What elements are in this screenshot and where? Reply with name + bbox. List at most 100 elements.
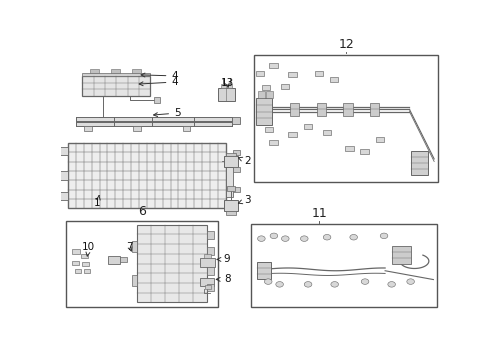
- Bar: [227, 84, 232, 88]
- Text: 5: 5: [153, 108, 181, 118]
- Text: 2: 2: [238, 156, 251, 166]
- Bar: [270, 140, 278, 145]
- Bar: [251, 224, 437, 307]
- Circle shape: [380, 233, 388, 239]
- Bar: [330, 77, 339, 82]
- Circle shape: [331, 282, 339, 287]
- Circle shape: [281, 236, 289, 242]
- Bar: [345, 146, 354, 151]
- Circle shape: [350, 234, 358, 240]
- Bar: [411, 151, 428, 175]
- Bar: [200, 278, 214, 286]
- Bar: [265, 127, 273, 132]
- Bar: [233, 167, 240, 172]
- Bar: [392, 246, 411, 264]
- Bar: [72, 249, 80, 254]
- Bar: [131, 275, 137, 286]
- Bar: [288, 132, 297, 137]
- Bar: [59, 171, 68, 180]
- Bar: [224, 199, 238, 211]
- Bar: [315, 71, 323, 76]
- Bar: [133, 126, 141, 131]
- Bar: [207, 247, 214, 255]
- Bar: [207, 284, 214, 291]
- Circle shape: [304, 282, 312, 287]
- Bar: [233, 150, 240, 156]
- Bar: [111, 69, 120, 73]
- Bar: [207, 231, 214, 239]
- Text: 4: 4: [139, 77, 178, 87]
- Bar: [290, 103, 299, 116]
- Bar: [200, 258, 215, 267]
- Bar: [207, 267, 214, 275]
- Bar: [370, 103, 379, 116]
- Circle shape: [276, 282, 283, 287]
- Circle shape: [258, 236, 265, 242]
- Circle shape: [388, 282, 395, 287]
- Bar: [226, 154, 233, 197]
- Bar: [224, 156, 238, 167]
- Bar: [262, 85, 270, 90]
- Bar: [232, 117, 240, 123]
- Bar: [227, 186, 235, 191]
- Bar: [205, 285, 211, 289]
- Bar: [322, 130, 331, 135]
- Bar: [81, 254, 88, 258]
- Bar: [90, 69, 99, 73]
- Bar: [76, 117, 232, 121]
- Bar: [267, 91, 273, 98]
- Bar: [68, 143, 226, 208]
- Circle shape: [323, 234, 331, 240]
- Bar: [84, 269, 90, 273]
- Bar: [281, 84, 289, 89]
- Bar: [361, 149, 369, 154]
- Text: 12: 12: [338, 38, 354, 51]
- Bar: [256, 72, 265, 76]
- Bar: [204, 255, 211, 258]
- Bar: [258, 91, 265, 98]
- Bar: [137, 225, 207, 302]
- Bar: [303, 124, 312, 129]
- Bar: [82, 76, 150, 96]
- Bar: [131, 242, 137, 252]
- Bar: [226, 153, 236, 156]
- Circle shape: [270, 233, 278, 239]
- Bar: [343, 103, 352, 116]
- Text: 3: 3: [238, 195, 251, 205]
- Bar: [218, 88, 235, 102]
- Bar: [82, 262, 89, 266]
- Text: 10: 10: [82, 243, 95, 256]
- Bar: [120, 257, 126, 262]
- Bar: [183, 126, 190, 131]
- Text: 4: 4: [141, 71, 178, 81]
- Bar: [82, 73, 150, 76]
- Bar: [256, 98, 272, 125]
- Circle shape: [300, 236, 308, 242]
- Bar: [270, 63, 278, 68]
- Bar: [131, 69, 141, 73]
- Text: 7: 7: [126, 242, 133, 252]
- Bar: [376, 136, 384, 141]
- Text: 11: 11: [312, 207, 327, 220]
- Circle shape: [407, 279, 415, 284]
- Bar: [221, 84, 226, 88]
- Text: 9: 9: [217, 255, 230, 264]
- Circle shape: [265, 279, 272, 284]
- Bar: [254, 55, 438, 182]
- Bar: [74, 269, 81, 273]
- Bar: [76, 122, 232, 126]
- Bar: [257, 262, 271, 279]
- Bar: [226, 211, 236, 215]
- Bar: [108, 256, 120, 264]
- Text: 8: 8: [216, 274, 230, 284]
- Bar: [233, 186, 240, 192]
- Bar: [59, 147, 68, 156]
- Circle shape: [361, 279, 369, 284]
- Text: 1: 1: [94, 195, 101, 208]
- Text: 6: 6: [138, 205, 146, 218]
- Text: 13: 13: [220, 78, 234, 89]
- Bar: [66, 221, 218, 307]
- Bar: [154, 97, 160, 103]
- Bar: [59, 192, 68, 200]
- Bar: [84, 126, 92, 131]
